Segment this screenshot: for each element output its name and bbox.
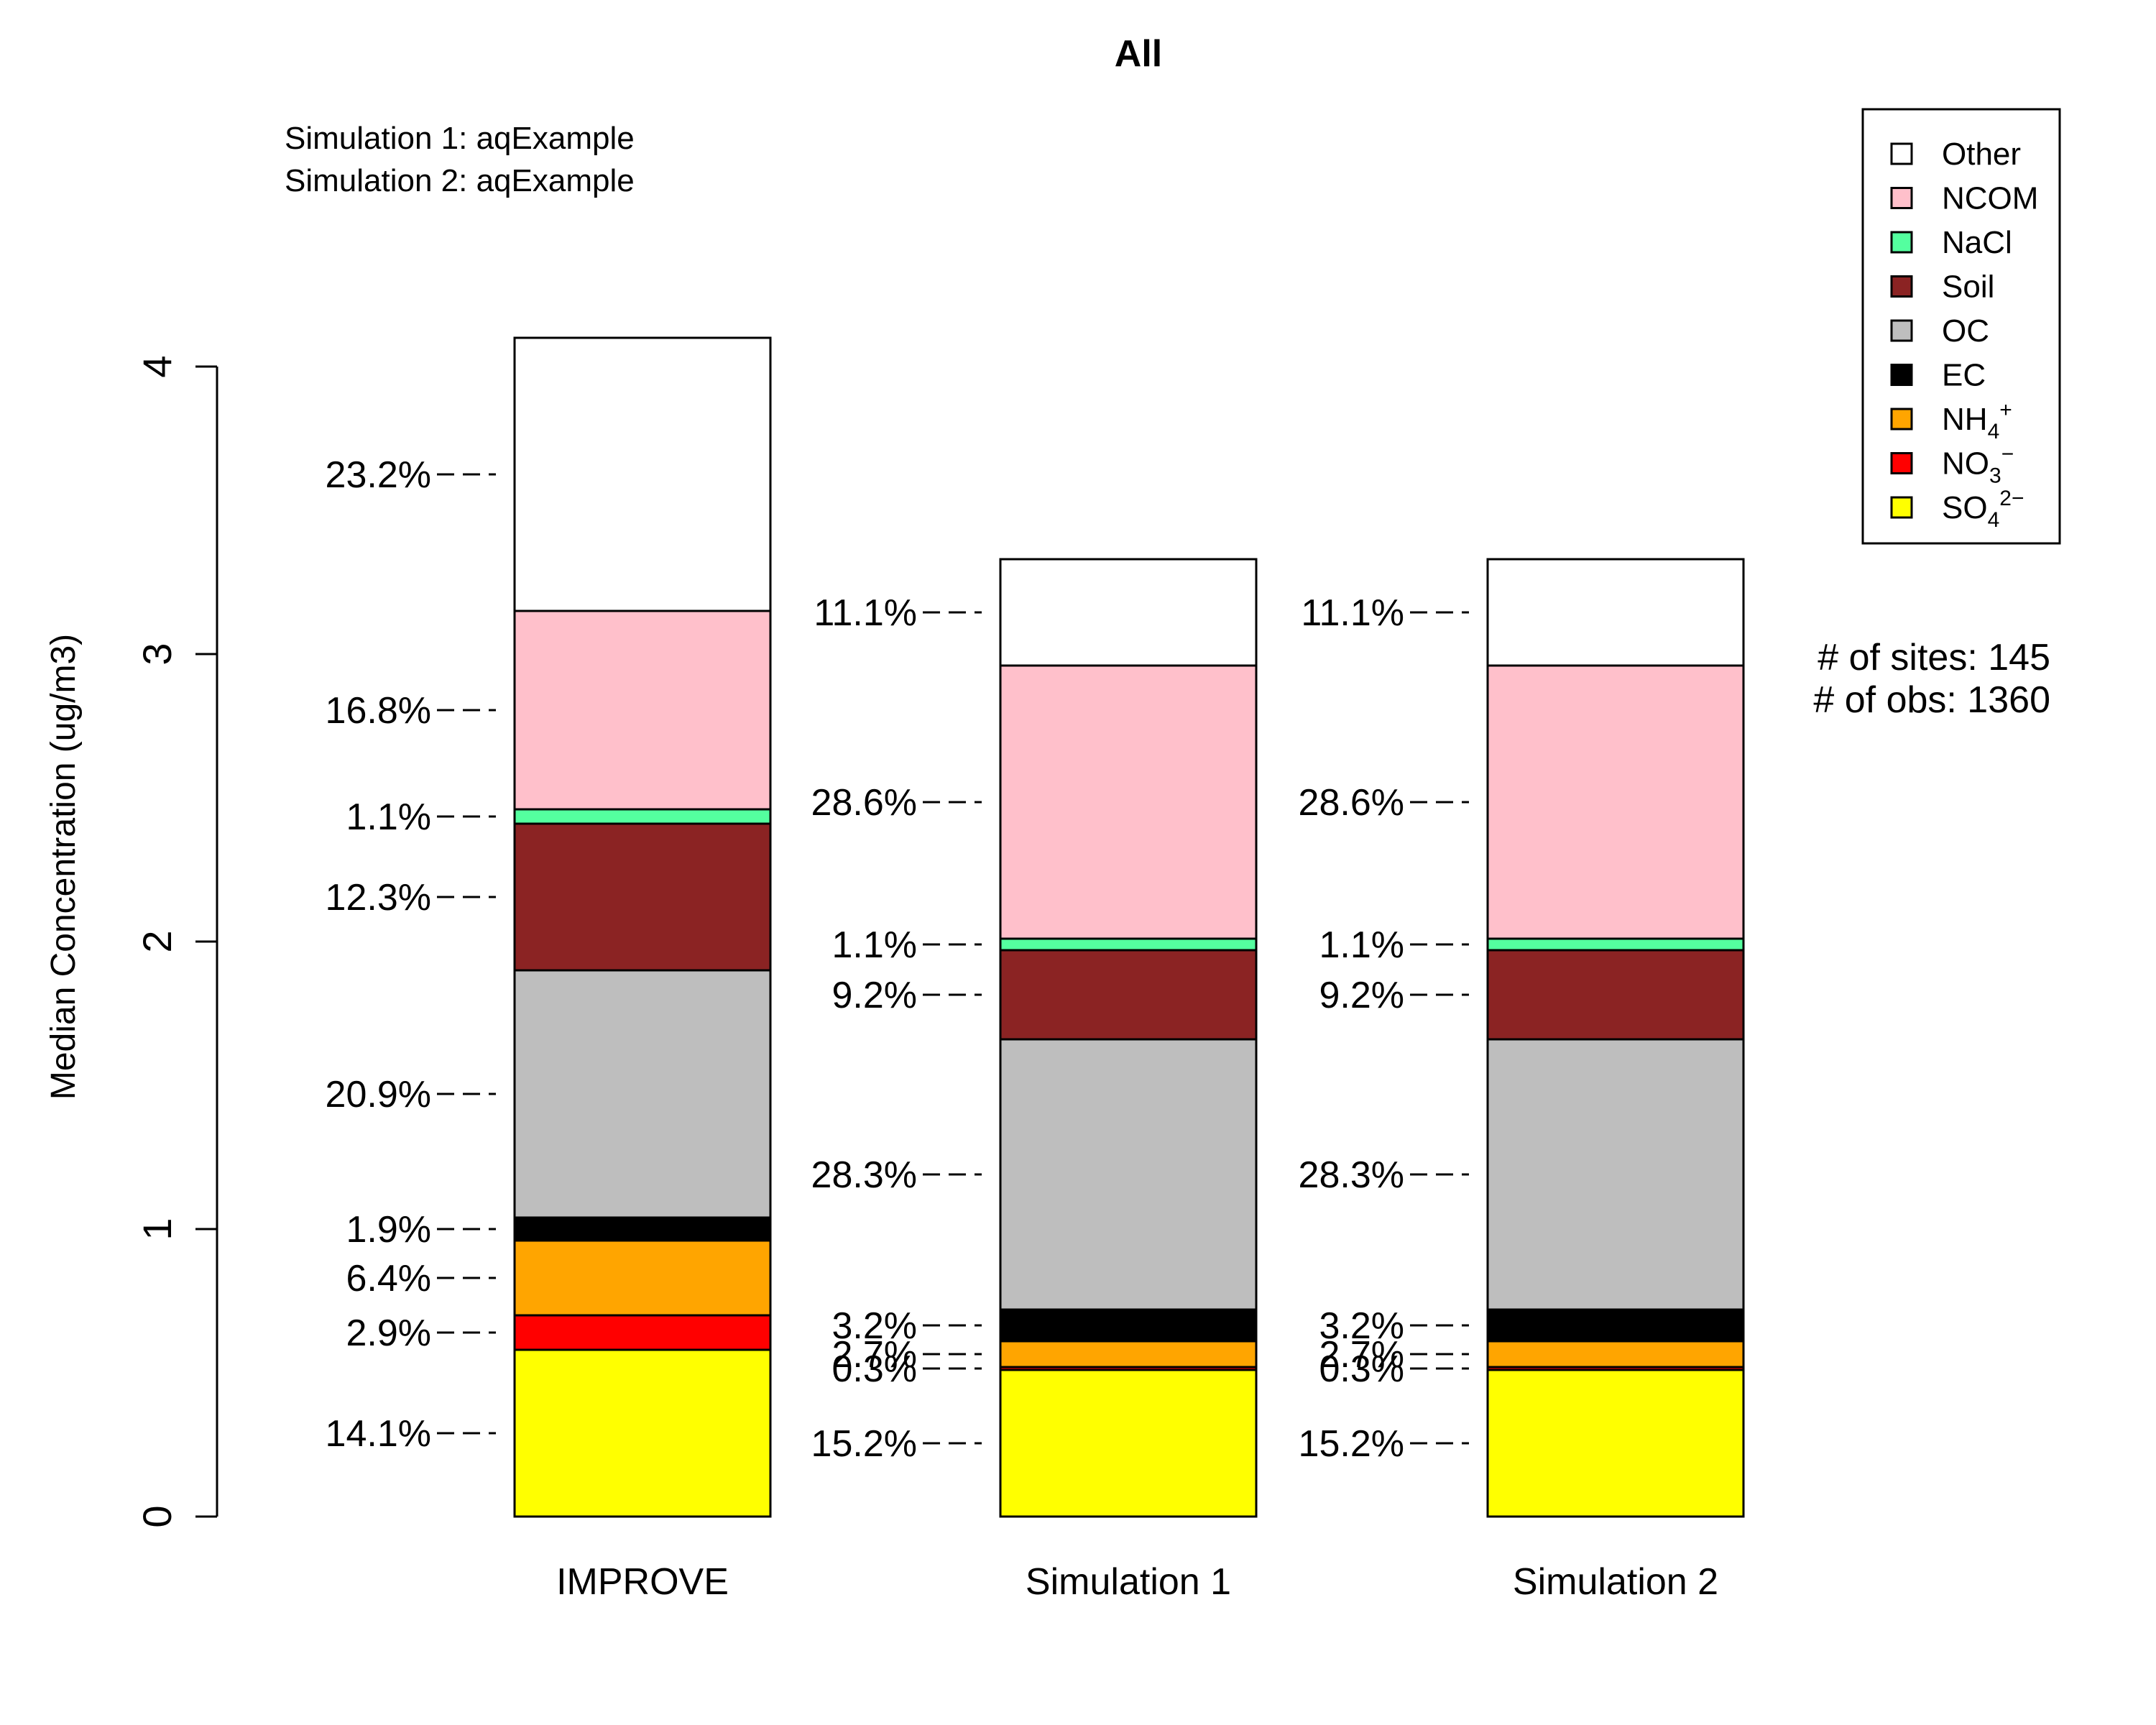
pct-label-other-2: 11.1% xyxy=(1301,592,1404,634)
bar-ec-1 xyxy=(999,1308,1258,1343)
y-tick-label-4: 4 xyxy=(134,355,180,377)
bar-soil-1 xyxy=(999,949,1258,1041)
y-axis: 0 1 2 3 4 xyxy=(134,355,218,1528)
bar-so4-2 xyxy=(1486,1368,1745,1518)
pct-label-soil-0: 12.3% xyxy=(326,877,431,919)
y-tick-label-0: 0 xyxy=(134,1505,180,1527)
pct-label-nh4-2: 2.7% xyxy=(1319,1334,1404,1376)
bar-other-1 xyxy=(999,558,1258,667)
bar-ec-0 xyxy=(513,1216,772,1242)
legend-swatch-soil xyxy=(1890,275,1913,298)
legend-swatch-nacl xyxy=(1890,231,1913,254)
bar-nacl-2 xyxy=(1486,937,1745,952)
legend-swatch-other xyxy=(1890,142,1913,165)
y-axis-label: Median Concentration (ug/m3) xyxy=(45,634,83,1100)
obs-count: # of obs: 1360 xyxy=(1813,679,2050,721)
chart-title: All xyxy=(1115,33,1162,75)
pct-label-soil-2: 9.2% xyxy=(1319,975,1404,1016)
bar-soil-0 xyxy=(513,822,772,972)
bar-ncom-2 xyxy=(1486,664,1745,940)
legend: Other NCOM NaCl Soil OC EC NH4+NO3−SO42− xyxy=(1861,108,2061,545)
legend-label-ec: EC xyxy=(1942,358,1986,393)
pct-label-so4-0: 14.1% xyxy=(326,1413,431,1455)
category-label-2: Simulation 2 xyxy=(1513,1561,1718,1603)
sites-count: # of sites: 145 xyxy=(1818,637,2050,678)
pct-label-so4-1: 15.2% xyxy=(811,1423,917,1465)
percent-labels: 14.1% 2.9% 6.4% 1.9% 20.9% 12.3% 1.1% 16.8% 23.2… xyxy=(326,454,1469,1465)
bar-nh4-1 xyxy=(999,1340,1258,1368)
bar-oc-0 xyxy=(513,969,772,1219)
bar-oc-2 xyxy=(1486,1038,1745,1311)
legend-label-nacl: NaCl xyxy=(1942,225,2012,260)
y-tick-label-2: 2 xyxy=(134,930,180,952)
pct-label-ec-0: 1.9% xyxy=(346,1209,431,1251)
bar-no3-0 xyxy=(513,1314,772,1351)
bar-other-2 xyxy=(1486,558,1745,667)
bar-nacl-1 xyxy=(999,937,1258,952)
bar-ncom-0 xyxy=(513,610,772,811)
legend-label-ncom: NCOM xyxy=(1942,181,2038,216)
bar-other-0 xyxy=(513,336,772,612)
pct-label-nacl-1: 1.1% xyxy=(831,924,917,966)
legend-label-so4: SO42− xyxy=(1942,487,2024,532)
y-tick-label-1: 1 xyxy=(134,1218,180,1240)
legend-swatch-nh4 xyxy=(1890,408,1913,431)
bar-nacl-0 xyxy=(513,808,772,825)
pct-label-ncom-1: 28.6% xyxy=(811,782,917,824)
pct-label-nacl-0: 1.1% xyxy=(346,796,431,838)
pct-label-so4-2: 15.2% xyxy=(1299,1423,1404,1465)
bar-nh4-2 xyxy=(1486,1340,1745,1368)
bar-soil-2 xyxy=(1486,949,1745,1041)
pct-label-ncom-2: 28.6% xyxy=(1299,782,1404,824)
y-tick-label-3: 3 xyxy=(134,643,180,665)
legend-swatch-no3 xyxy=(1890,452,1913,474)
simulation-1-note: Simulation 1: aqExample xyxy=(285,121,635,156)
pct-label-other-0: 23.2% xyxy=(326,454,431,496)
legend-swatch-ncom xyxy=(1890,187,1913,209)
pct-label-ec-2: 3.2% xyxy=(1319,1305,1404,1347)
pct-label-oc-0: 20.9% xyxy=(326,1074,431,1116)
category-label-0: IMPROVE xyxy=(556,1561,729,1603)
pct-label-oc-2: 28.3% xyxy=(1299,1154,1404,1196)
pct-label-nh4-1: 2.7% xyxy=(831,1334,917,1376)
legend-swatch-so4 xyxy=(1890,496,1913,519)
pct-label-ncom-0: 16.8% xyxy=(326,690,431,732)
bar-so4-0 xyxy=(513,1348,772,1518)
bars xyxy=(513,336,1745,1518)
legend-label-oc: OC xyxy=(1942,313,1989,349)
pct-label-other-1: 11.1% xyxy=(814,592,917,634)
bar-ec-2 xyxy=(1486,1308,1745,1343)
pct-label-ec-1: 3.2% xyxy=(831,1305,917,1347)
pct-label-nh4-0: 6.4% xyxy=(346,1258,431,1300)
pct-label-oc-1: 28.3% xyxy=(811,1154,917,1196)
bar-so4-1 xyxy=(999,1368,1258,1518)
bar-ncom-1 xyxy=(999,664,1258,940)
legend-swatch-ec xyxy=(1890,364,1913,386)
bar-nh4-0 xyxy=(513,1239,772,1317)
legend-label-soil: Soil xyxy=(1942,270,1994,305)
bar-oc-1 xyxy=(999,1038,1258,1311)
category-labels: IMPROVE Simulation 1 Simulation 2 xyxy=(556,1561,1718,1603)
legend-label-nh4: NH4+ xyxy=(1942,398,2012,443)
category-label-1: Simulation 1 xyxy=(1026,1561,1231,1603)
simulation-2-note: Simulation 2: aqExample xyxy=(285,163,635,198)
legend-label-no3: NO3− xyxy=(1942,443,2014,488)
pct-label-no3-2: 0.3% xyxy=(1319,1348,1404,1390)
pct-label-soil-1: 9.2% xyxy=(831,975,917,1016)
pct-label-no3-0: 2.9% xyxy=(346,1312,431,1354)
legend-swatch-oc xyxy=(1890,319,1913,342)
legend-label-other: Other xyxy=(1942,137,2021,172)
pct-label-no3-1: 0.3% xyxy=(831,1348,917,1390)
pct-label-nacl-2: 1.1% xyxy=(1319,924,1404,966)
